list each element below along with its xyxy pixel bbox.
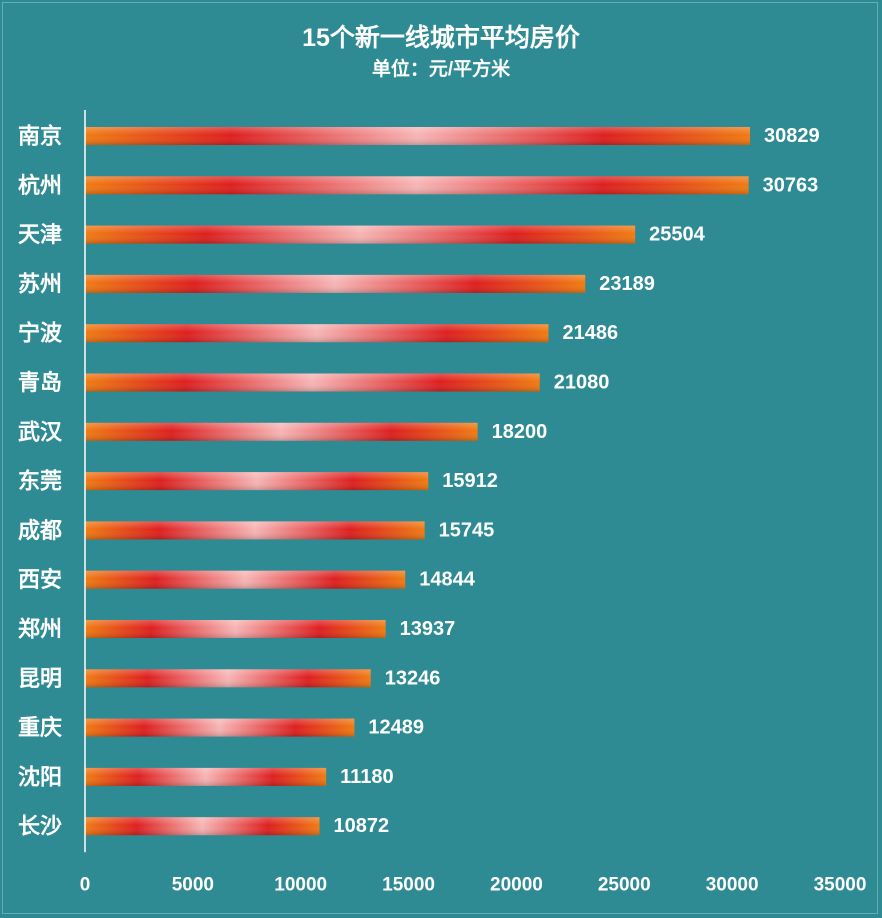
bar-shade: [85, 817, 320, 836]
value-label: 15745: [439, 519, 495, 541]
chart-subtitle: 单位：元/平方米: [371, 59, 511, 80]
category-label: 宁波: [18, 321, 63, 346]
bar-shade: [85, 176, 749, 195]
bar-shade: [85, 570, 406, 589]
category-label: 重庆: [18, 715, 62, 740]
bar-shade: [85, 767, 327, 786]
value-label: 13937: [400, 618, 456, 640]
value-label: 30829: [764, 125, 820, 147]
x-tick-label: 0: [80, 875, 91, 896]
bar-shade: [85, 620, 386, 638]
category-label: 天津: [18, 222, 62, 247]
chart-title: 15个新一线城市平均房价: [302, 24, 580, 52]
bar-shade: [85, 373, 540, 392]
category-label: 沈阳: [18, 764, 62, 789]
category-label: 南京: [18, 124, 62, 149]
value-label: 14844: [419, 569, 475, 591]
x-tick-label: 25000: [598, 875, 651, 896]
value-label: 11180: [340, 766, 393, 788]
value-label: 23189: [599, 273, 655, 295]
category-label: 青岛: [18, 370, 62, 395]
value-label: 10872: [334, 815, 390, 837]
x-tick-label: 15000: [382, 875, 435, 896]
value-label: 18200: [492, 421, 548, 443]
bar-shade: [85, 472, 429, 491]
category-label: 长沙: [18, 814, 62, 839]
bar-shade: [85, 521, 425, 540]
bar-shade: [85, 274, 586, 293]
bar-shade: [85, 127, 751, 145]
bar-shade: [85, 718, 355, 737]
bar-shade: [85, 669, 371, 688]
value-label: 12489: [368, 717, 424, 739]
x-tick-label: 30000: [706, 875, 759, 896]
bar-shade: [85, 324, 549, 343]
x-tick-label: 35000: [814, 875, 867, 896]
category-label: 昆明: [18, 666, 62, 691]
x-tick-label: 20000: [490, 875, 543, 896]
bar-shade: [85, 225, 636, 244]
category-label: 西安: [18, 567, 62, 592]
category-label: 东莞: [18, 469, 62, 494]
x-tick-label: 5000: [172, 875, 214, 896]
category-label: 武汉: [18, 419, 63, 444]
category-label: 苏州: [18, 271, 62, 296]
value-label: 25504: [649, 224, 705, 246]
value-label: 21080: [554, 372, 610, 394]
value-label: 30763: [763, 174, 819, 196]
value-label: 21486: [562, 322, 618, 344]
category-label: 郑州: [18, 617, 62, 642]
category-label: 杭州: [18, 173, 62, 198]
bar-shade: [85, 422, 478, 441]
x-tick-label: 10000: [274, 875, 327, 896]
category-label: 成都: [18, 518, 62, 543]
value-label: 15912: [442, 470, 498, 492]
value-label: 13246: [385, 667, 441, 689]
